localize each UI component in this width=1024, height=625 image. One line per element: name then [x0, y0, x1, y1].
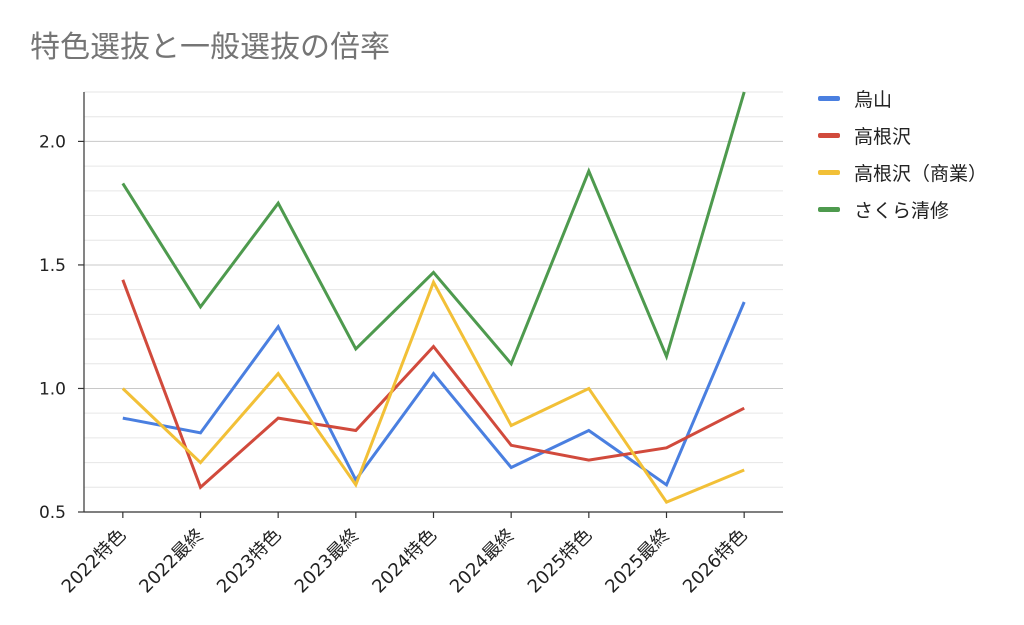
- legend-label: 烏山: [854, 89, 893, 111]
- legend-item: 烏山: [818, 80, 987, 117]
- legend-label: さくら清修: [854, 200, 950, 222]
- y-tick-labels: 0.5 1.0 1.5 2.0: [39, 132, 66, 523]
- chart-title: 特色選抜と一般選抜の倍率: [30, 30, 390, 65]
- x-tick-label: 2023特色: [213, 525, 286, 598]
- series-line: [121, 278, 745, 504]
- x-tick-label: 2026特色: [679, 525, 752, 598]
- x-tick-label: 2022特色: [58, 525, 131, 598]
- axes: [78, 92, 783, 518]
- legend-item: 高根沢（商業）: [818, 154, 987, 191]
- legend-label: 高根沢: [854, 126, 912, 148]
- series-lines: [121, 91, 746, 504]
- y-tick-label: 0.5: [39, 503, 66, 523]
- x-tick-label: 2022最終: [135, 525, 208, 598]
- legend-swatch: [818, 207, 840, 212]
- x-tick-label: 2024特色: [368, 525, 441, 598]
- x-tick-labels: 2022特色 2022最終 2023特色 2023最終 2024特色 2024最終 2025…: [58, 525, 752, 598]
- x-tick-label: 2025特色: [524, 525, 597, 598]
- series-line: [122, 301, 746, 488]
- grid-lines: [84, 91, 783, 488]
- series-line: [121, 279, 745, 490]
- y-tick-label: 1.0: [39, 379, 66, 399]
- legend: 烏山高根沢高根沢（商業） さくら清修: [818, 80, 987, 228]
- legend-swatch: [818, 133, 840, 138]
- x-tick-label: 2023最終: [291, 525, 364, 598]
- legend-item: さくら清修: [818, 191, 987, 228]
- y-tick-label: 1.5: [39, 256, 66, 276]
- series-line: [121, 91, 746, 367]
- legend-swatch: [818, 170, 840, 175]
- x-tick-label: 2024最終: [446, 525, 519, 598]
- y-tick-label: 2.0: [39, 132, 66, 152]
- x-tick-label: 2025最終: [601, 525, 674, 598]
- legend-item: 高根沢: [818, 117, 987, 154]
- legend-swatch: [818, 96, 840, 101]
- legend-label: 高根沢（商業）: [854, 163, 988, 185]
